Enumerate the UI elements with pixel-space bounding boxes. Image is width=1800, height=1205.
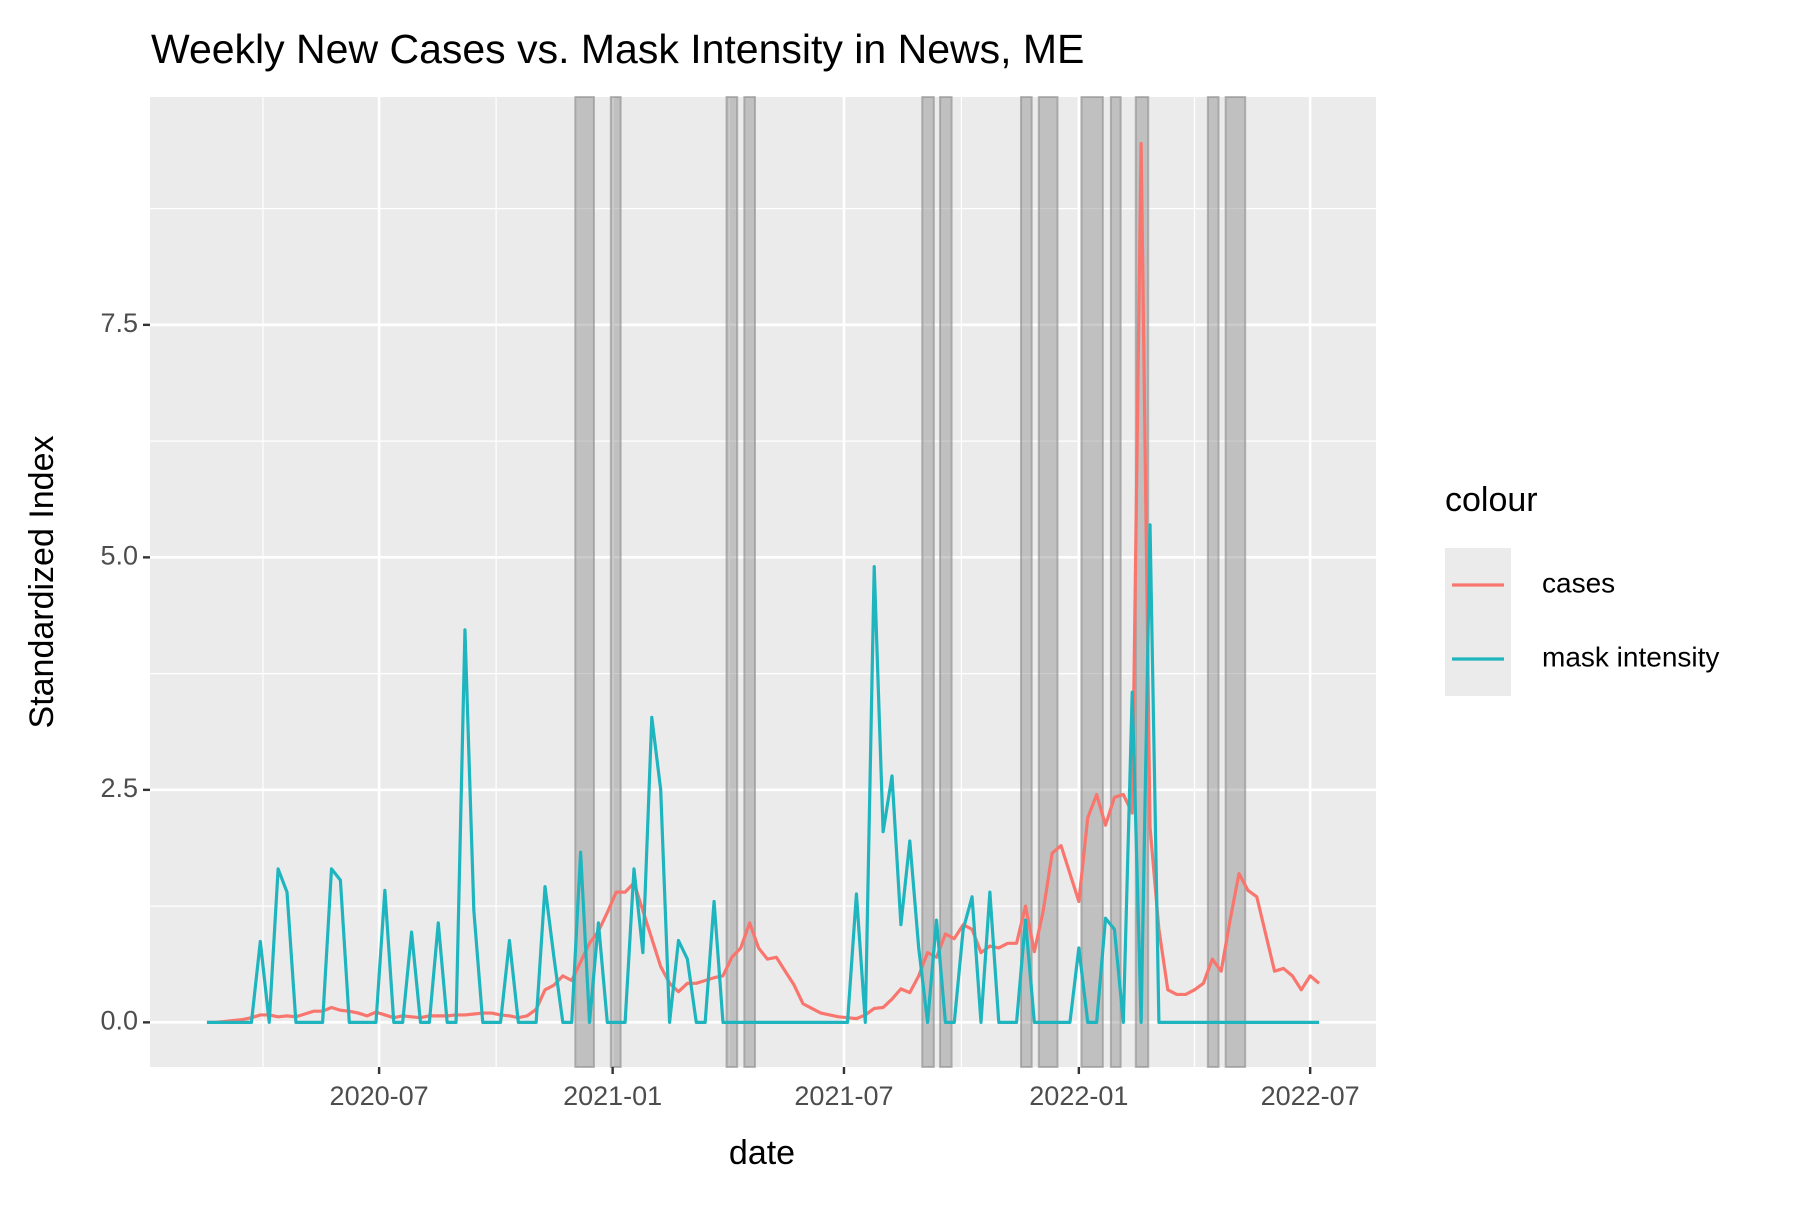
highlight-band [1206,96,1220,1068]
highlight-band [574,96,595,1068]
legend-label: mask intensity [1542,641,1719,672]
x-axis-title: date [729,1134,795,1172]
legend-label: cases [1542,567,1615,598]
legend-title: colour [1445,481,1538,519]
y-axis-title: Standardized Index [23,436,61,729]
chart-title: Weekly New Cases vs. Mask Intensity in N… [151,26,1084,72]
highlight-band [1080,96,1104,1068]
highlight-bands [574,96,1247,1068]
x-tick-label: 2022-01 [1029,1081,1128,1111]
highlight-band [725,96,739,1068]
plot-panel [150,97,1376,1067]
y-tick-label: 2.5 [100,773,138,803]
legend-key-background [1445,548,1511,696]
highlight-band [1224,96,1247,1068]
series-lines [206,141,1321,1024]
legend: colour cases mask intensity [1445,481,1719,696]
highlight-band [939,96,953,1068]
y-tick-label: 0.0 [100,1005,138,1035]
highlight-band [1020,96,1033,1068]
x-tick-label: 2020-07 [330,1081,429,1111]
x-tick-label: 2022-07 [1261,1081,1360,1111]
highlight-band [1109,96,1122,1068]
y-tick-label: 7.5 [100,308,138,338]
highlight-band [921,96,935,1068]
y-tick-label: 5.0 [100,540,138,570]
highlight-band [743,96,756,1068]
x-tick-label: 2021-07 [794,1081,893,1111]
highlight-band [609,96,622,1068]
x-tick-label: 2021-01 [563,1081,662,1111]
axes: 0.0 2.5 5.0 7.5 2020-07 2021-01 2021-07 2022-01… [100,308,1359,1111]
series-line [206,523,1320,1024]
grid [150,97,1376,1067]
highlight-band [1037,96,1059,1068]
